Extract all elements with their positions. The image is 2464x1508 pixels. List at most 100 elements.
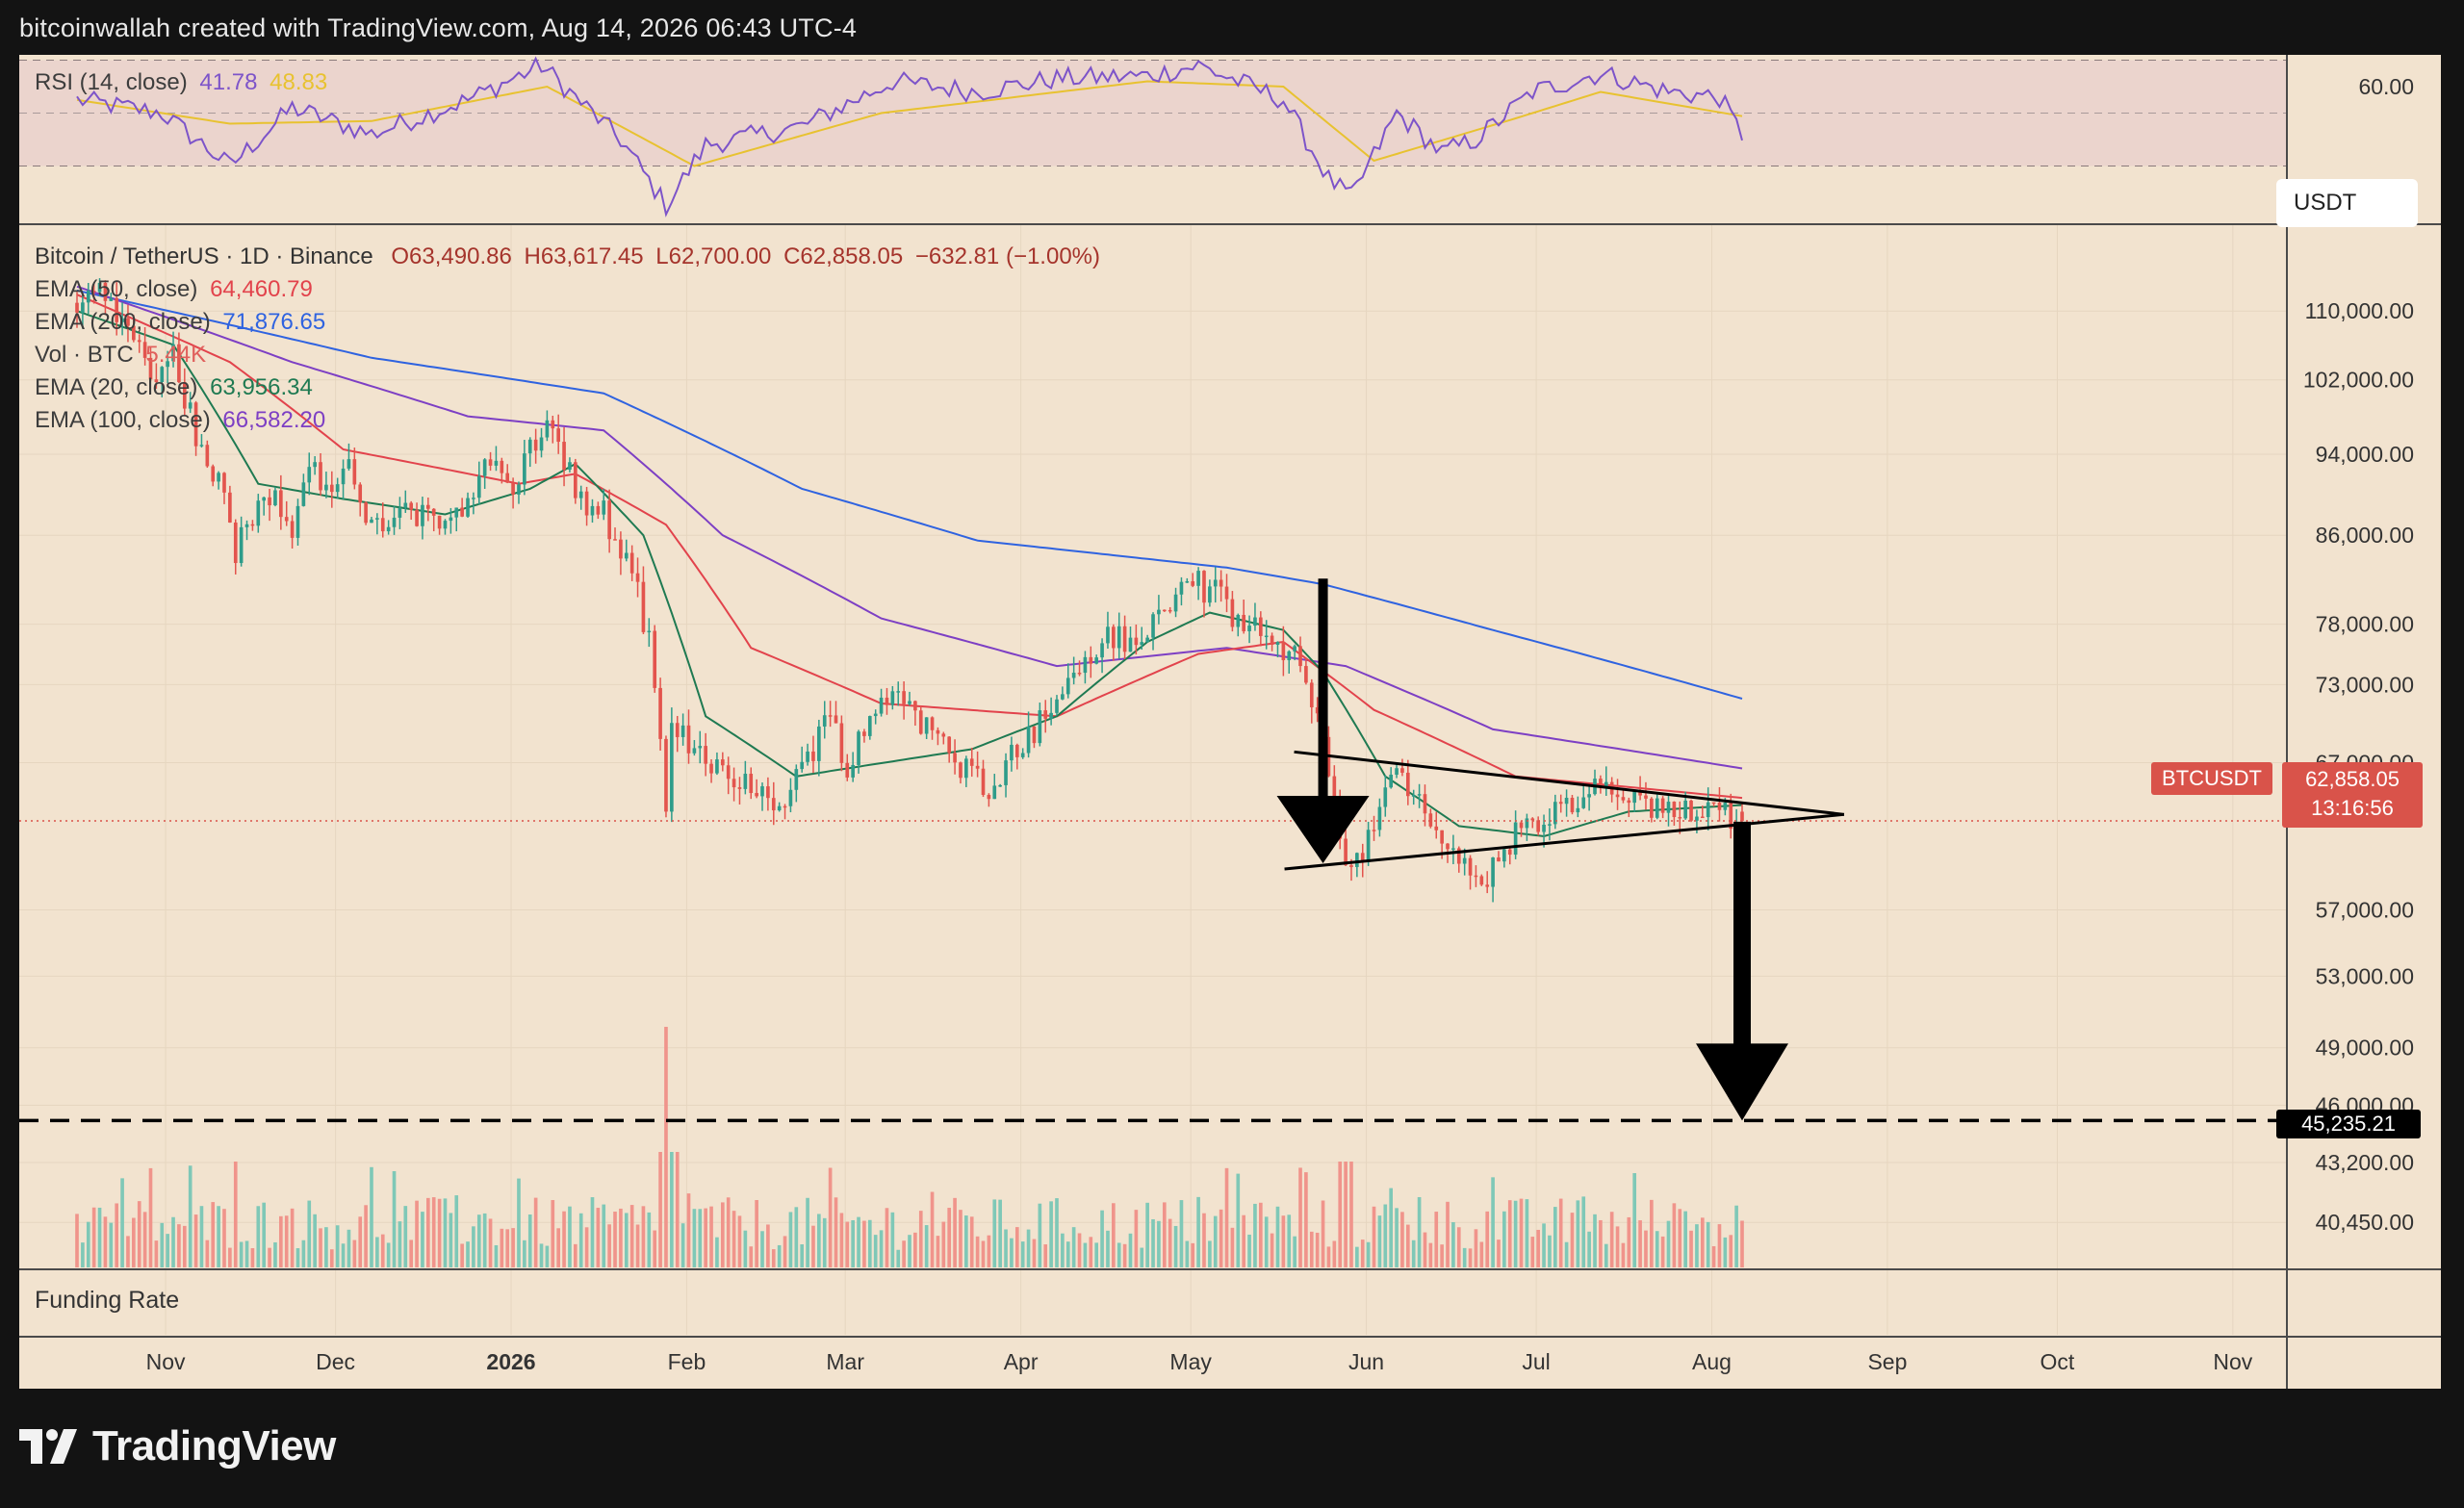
candle-body bbox=[1536, 820, 1540, 832]
brand-logo[interactable]: TradingView bbox=[19, 1422, 336, 1470]
candle-body bbox=[771, 798, 776, 811]
candle-body bbox=[918, 710, 923, 734]
candle-body bbox=[1065, 677, 1070, 695]
candle-body bbox=[1202, 571, 1206, 603]
candle-body bbox=[777, 805, 782, 811]
volume-bar bbox=[675, 1152, 680, 1267]
volume-bar bbox=[1366, 1241, 1371, 1267]
candle-body bbox=[1456, 848, 1461, 864]
volume-bar bbox=[295, 1248, 300, 1267]
volume-bar bbox=[1112, 1203, 1116, 1267]
candle-body bbox=[1372, 830, 1376, 831]
candle-body bbox=[839, 723, 844, 763]
candle-body bbox=[1632, 790, 1637, 804]
volume-bar bbox=[1609, 1212, 1614, 1267]
candle-body bbox=[1502, 849, 1506, 862]
candle-body bbox=[1100, 643, 1104, 658]
volume-bar bbox=[1287, 1214, 1292, 1267]
candle-body bbox=[873, 713, 878, 717]
candle-body bbox=[1451, 848, 1455, 850]
volume-bar bbox=[437, 1198, 442, 1267]
volume-bar bbox=[1689, 1230, 1693, 1267]
volume-bar bbox=[1071, 1227, 1076, 1267]
candle-body bbox=[527, 439, 532, 454]
volume-bar bbox=[1020, 1241, 1025, 1267]
volume-bar bbox=[1372, 1206, 1376, 1267]
candle-body bbox=[817, 726, 821, 761]
candles bbox=[75, 278, 1744, 903]
candle-body bbox=[941, 733, 946, 737]
candle-body bbox=[811, 751, 815, 761]
volume-bar bbox=[959, 1210, 962, 1267]
volume-bar bbox=[890, 1212, 895, 1267]
candle-body bbox=[1270, 635, 1274, 645]
ohlc-low: L62,700.00 bbox=[655, 243, 772, 269]
volume-bar bbox=[732, 1211, 736, 1267]
candle-body bbox=[675, 723, 680, 737]
volume-bar bbox=[851, 1219, 855, 1267]
volume-bar bbox=[715, 1237, 719, 1267]
volume-bar bbox=[1116, 1242, 1121, 1267]
volume-bar bbox=[1321, 1200, 1325, 1267]
volume-bar bbox=[177, 1224, 181, 1267]
volume-bar bbox=[1700, 1217, 1705, 1267]
currency-selector[interactable]: USDT bbox=[2276, 179, 2418, 227]
price-tick-label: 53,000.00 bbox=[2316, 963, 2414, 988]
candle-body bbox=[256, 500, 261, 526]
candle-body bbox=[1043, 710, 1048, 719]
volume-bar bbox=[584, 1227, 589, 1267]
candle-body bbox=[686, 725, 691, 754]
volume-bar bbox=[273, 1241, 277, 1267]
candle-body bbox=[845, 762, 850, 778]
volume-bar bbox=[81, 1242, 85, 1267]
candle-body bbox=[415, 509, 419, 526]
volume-bar bbox=[1140, 1247, 1144, 1267]
volume-bar bbox=[822, 1217, 827, 1267]
volume-bar bbox=[1162, 1202, 1167, 1267]
tradingview-logo-icon bbox=[19, 1429, 77, 1464]
volume-bar bbox=[1525, 1199, 1529, 1267]
volume-bar bbox=[1309, 1231, 1314, 1267]
ema100-line bbox=[76, 285, 1743, 770]
rsi-value: 41.78 bbox=[199, 69, 258, 95]
volume-bar bbox=[115, 1203, 119, 1267]
ema50-line bbox=[76, 294, 1743, 800]
price-tick-label: 102,000.00 bbox=[2303, 368, 2414, 393]
volume-bar bbox=[1061, 1233, 1065, 1267]
candle-body bbox=[1049, 712, 1053, 719]
volume-bar bbox=[375, 1237, 379, 1267]
chart-frame[interactable]: Nov Dec 2026 Feb Mar Apr May Jun Jul Aug Sep Oct Nov… bbox=[19, 55, 2441, 1389]
candle-body bbox=[590, 505, 595, 516]
candle-body bbox=[460, 507, 464, 517]
volume-bar bbox=[1456, 1227, 1461, 1267]
volume-bar bbox=[755, 1200, 758, 1267]
candle-body bbox=[1507, 849, 1512, 856]
volume-bar bbox=[930, 1191, 935, 1267]
candle-body bbox=[913, 701, 917, 711]
volume-bar bbox=[1032, 1239, 1037, 1267]
volume-bar bbox=[1615, 1226, 1620, 1267]
volume-bar bbox=[1411, 1240, 1416, 1267]
candle-body bbox=[375, 518, 379, 520]
volume-bar bbox=[1145, 1202, 1149, 1267]
candle-body bbox=[709, 763, 713, 774]
candle-body bbox=[1020, 753, 1025, 757]
volume-bar bbox=[386, 1242, 391, 1267]
volume-bar bbox=[1122, 1243, 1127, 1267]
candle-body bbox=[908, 701, 911, 704]
ohlc-high: H63,617.45 bbox=[524, 243, 644, 269]
last-price: 62,858.05 bbox=[2305, 767, 2400, 791]
volume-bar bbox=[228, 1247, 232, 1267]
candle-body bbox=[647, 630, 652, 633]
volume-bar bbox=[233, 1162, 238, 1267]
candle-body bbox=[523, 453, 526, 485]
candle-body bbox=[1558, 802, 1563, 805]
candle-body bbox=[228, 492, 232, 523]
volume-bar bbox=[1247, 1234, 1251, 1267]
candle-body bbox=[1224, 586, 1229, 600]
candle-body bbox=[137, 340, 141, 343]
volume-bar bbox=[1729, 1235, 1733, 1267]
volume-bar bbox=[726, 1197, 731, 1267]
candle-body bbox=[1191, 581, 1195, 586]
candle-body bbox=[539, 437, 544, 451]
